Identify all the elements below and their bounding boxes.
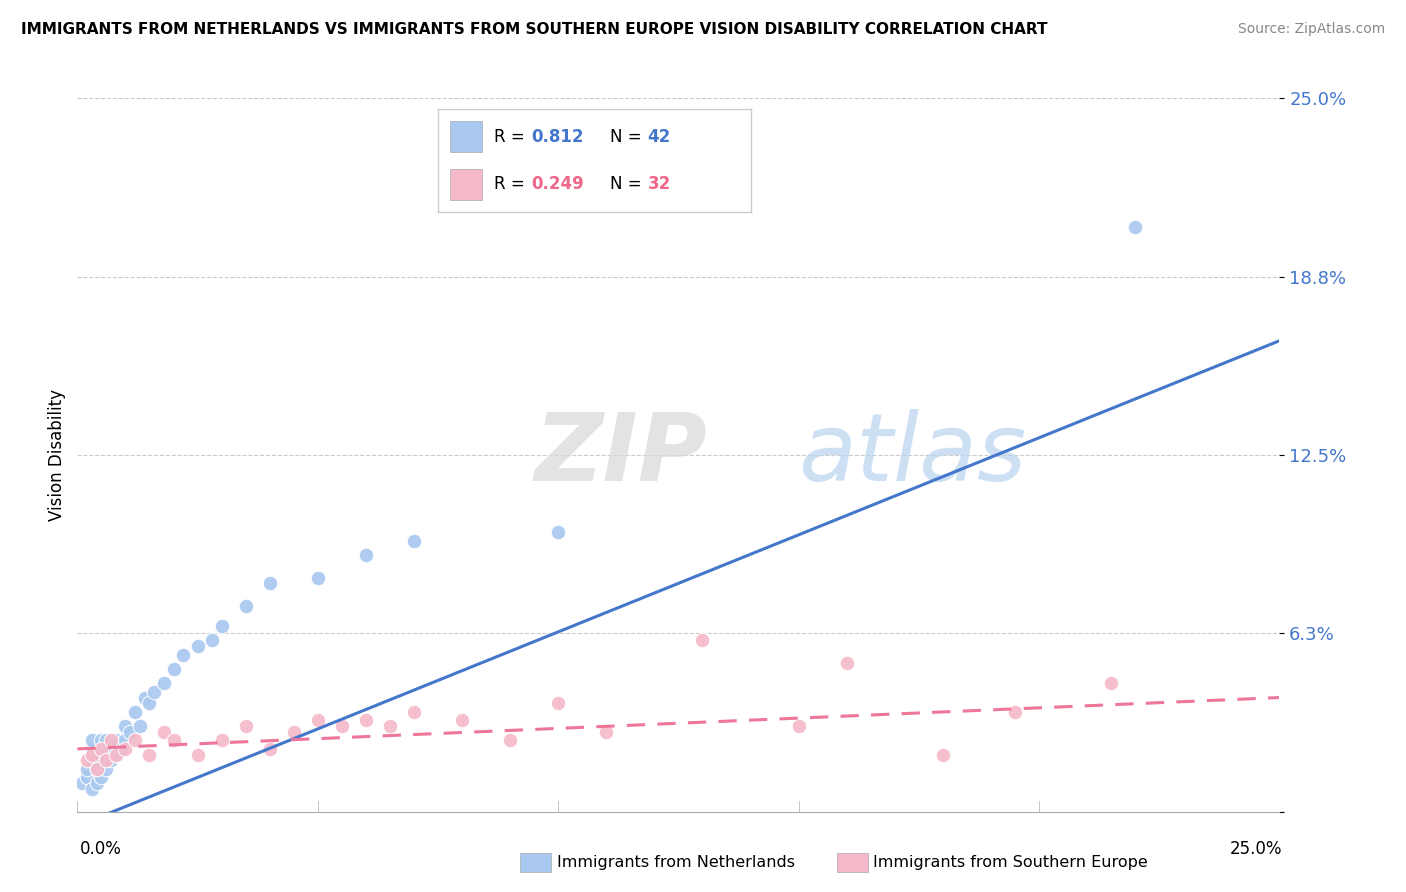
Text: atlas: atlas bbox=[799, 409, 1026, 500]
Point bbox=[128, 719, 150, 733]
Point bbox=[76, 762, 98, 776]
Point bbox=[110, 742, 132, 756]
Point bbox=[162, 733, 184, 747]
Point bbox=[90, 753, 112, 767]
Point bbox=[378, 719, 401, 733]
Point bbox=[1099, 676, 1122, 690]
Point bbox=[172, 648, 194, 662]
Point bbox=[104, 747, 127, 762]
Point bbox=[283, 724, 305, 739]
Point bbox=[259, 576, 281, 591]
Point bbox=[547, 524, 569, 539]
Point bbox=[114, 719, 136, 733]
Point bbox=[186, 747, 209, 762]
Point bbox=[86, 747, 108, 762]
Point bbox=[1123, 219, 1146, 234]
Point bbox=[96, 733, 118, 747]
Text: 0.0%: 0.0% bbox=[80, 840, 122, 858]
Point bbox=[201, 633, 224, 648]
Point bbox=[124, 733, 146, 747]
Point bbox=[259, 742, 281, 756]
Point bbox=[100, 753, 122, 767]
Point bbox=[120, 724, 142, 739]
Point bbox=[96, 762, 118, 776]
Point bbox=[76, 771, 98, 785]
Point bbox=[76, 753, 98, 767]
Point bbox=[80, 753, 103, 767]
Point bbox=[138, 696, 160, 710]
Point bbox=[787, 719, 810, 733]
Point bbox=[138, 747, 160, 762]
Point bbox=[100, 742, 122, 756]
Point bbox=[143, 685, 166, 699]
Point bbox=[134, 690, 156, 705]
Point bbox=[402, 705, 425, 719]
Point bbox=[70, 776, 93, 790]
Point bbox=[114, 733, 136, 747]
Point bbox=[114, 742, 136, 756]
Point bbox=[80, 747, 103, 762]
Point bbox=[211, 619, 233, 633]
Point bbox=[86, 762, 108, 776]
Point bbox=[354, 714, 377, 728]
Point bbox=[451, 714, 474, 728]
Point bbox=[595, 724, 617, 739]
Point bbox=[932, 747, 955, 762]
Point bbox=[499, 733, 522, 747]
Point bbox=[96, 753, 118, 767]
Point bbox=[86, 762, 108, 776]
Y-axis label: Vision Disability: Vision Disability bbox=[48, 389, 66, 521]
Point bbox=[235, 599, 257, 614]
Point bbox=[692, 633, 714, 648]
Point bbox=[307, 571, 329, 585]
Point bbox=[80, 781, 103, 796]
Point bbox=[1004, 705, 1026, 719]
Point bbox=[90, 733, 112, 747]
Point bbox=[100, 733, 122, 747]
Text: 25.0%: 25.0% bbox=[1230, 840, 1282, 858]
Point bbox=[211, 733, 233, 747]
Point bbox=[80, 733, 103, 747]
Text: Source: ZipAtlas.com: Source: ZipAtlas.com bbox=[1237, 22, 1385, 37]
Point bbox=[124, 705, 146, 719]
Point bbox=[402, 533, 425, 548]
Point bbox=[90, 742, 112, 756]
Point bbox=[307, 714, 329, 728]
Text: Immigrants from Southern Europe: Immigrants from Southern Europe bbox=[873, 855, 1147, 870]
Text: IMMIGRANTS FROM NETHERLANDS VS IMMIGRANTS FROM SOUTHERN EUROPE VISION DISABILITY: IMMIGRANTS FROM NETHERLANDS VS IMMIGRANT… bbox=[21, 22, 1047, 37]
Point bbox=[153, 724, 176, 739]
Point bbox=[104, 747, 127, 762]
Point bbox=[104, 733, 127, 747]
Point bbox=[86, 776, 108, 790]
Point bbox=[186, 639, 209, 653]
Text: ZIP: ZIP bbox=[534, 409, 707, 501]
Point bbox=[354, 548, 377, 562]
Point bbox=[153, 676, 176, 690]
Point bbox=[90, 771, 112, 785]
Point bbox=[80, 742, 103, 756]
Point bbox=[547, 696, 569, 710]
Point bbox=[835, 657, 858, 671]
Point bbox=[235, 719, 257, 733]
Point bbox=[330, 719, 353, 733]
Point bbox=[96, 747, 118, 762]
Point bbox=[162, 662, 184, 676]
Text: Immigrants from Netherlands: Immigrants from Netherlands bbox=[557, 855, 794, 870]
